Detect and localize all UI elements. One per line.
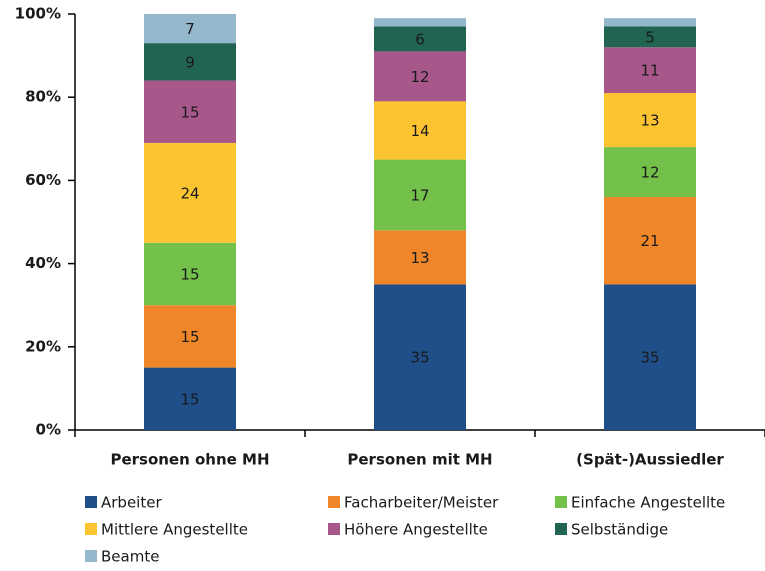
data-label: 15	[180, 328, 199, 346]
data-label: 24	[180, 184, 199, 202]
bar-segment	[604, 47, 696, 94]
x-tick-label: Personen mit MH	[347, 451, 492, 469]
bar-segment	[144, 242, 236, 306]
data-label: 35	[410, 349, 429, 367]
data-label: 15	[180, 103, 199, 121]
y-tick-label: 20%	[25, 337, 61, 355]
data-label: 14	[410, 122, 429, 140]
legend-label: Arbeiter	[101, 494, 162, 512]
x-tick-label: Personen ohne MH	[110, 451, 269, 469]
bar-segment	[604, 197, 696, 285]
data-label: 12	[640, 164, 659, 182]
data-label: 12	[410, 68, 429, 86]
data-label: 15	[180, 390, 199, 408]
bar-segment	[144, 142, 236, 243]
bar-segment	[144, 367, 236, 430]
data-label: 35	[640, 349, 659, 367]
bar-segment	[604, 93, 696, 148]
legend-swatch	[85, 550, 97, 562]
data-label: 7	[185, 20, 195, 38]
bar-segment	[374, 51, 466, 102]
y-tick-label: 100%	[15, 5, 61, 23]
legend-swatch	[555, 496, 567, 508]
data-label: 9	[185, 53, 195, 71]
y-tick-label: 40%	[25, 254, 61, 272]
data-label: 11	[640, 62, 659, 80]
data-label: 15	[180, 266, 199, 284]
legend-swatch	[328, 523, 340, 535]
data-label: 6	[415, 30, 425, 48]
data-label: 13	[410, 249, 429, 267]
data-label: 21	[640, 232, 659, 250]
data-label: 17	[410, 186, 429, 204]
x-tick-label: (Spät-)Aussiedler	[576, 451, 724, 469]
y-tick-label: 0%	[36, 421, 61, 439]
bar-segment	[604, 147, 696, 198]
bar-segment	[374, 159, 466, 231]
bar-segment	[604, 18, 696, 27]
legend-swatch	[85, 523, 97, 535]
data-label: 13	[640, 112, 659, 130]
bar-segment	[604, 284, 696, 430]
data-label: 5	[645, 28, 655, 46]
bar-segment	[144, 80, 236, 143]
bar-segment	[144, 305, 236, 368]
legend-swatch	[555, 523, 567, 535]
bar-segment	[374, 101, 466, 160]
legend-label: Höhere Angestellte	[344, 521, 488, 539]
bar-segment	[604, 26, 696, 48]
bar-segment	[374, 284, 466, 430]
bar-segment	[374, 18, 466, 27]
legend-label: Einfache Angestellte	[571, 494, 725, 512]
bar-segment	[144, 43, 236, 81]
y-tick-label: 80%	[25, 88, 61, 106]
legend-swatch	[328, 496, 340, 508]
legend-label: Selbständige	[571, 521, 668, 539]
legend-label: Facharbeiter/Meister	[344, 494, 499, 512]
bar-segment	[374, 26, 466, 52]
legend-label: Mittlere Angestellte	[101, 521, 248, 539]
legend-label: Beamte	[101, 548, 159, 566]
bar-segment	[374, 230, 466, 285]
legend-swatch	[85, 496, 97, 508]
y-tick-label: 60%	[25, 171, 61, 189]
bar-segment	[144, 14, 236, 44]
